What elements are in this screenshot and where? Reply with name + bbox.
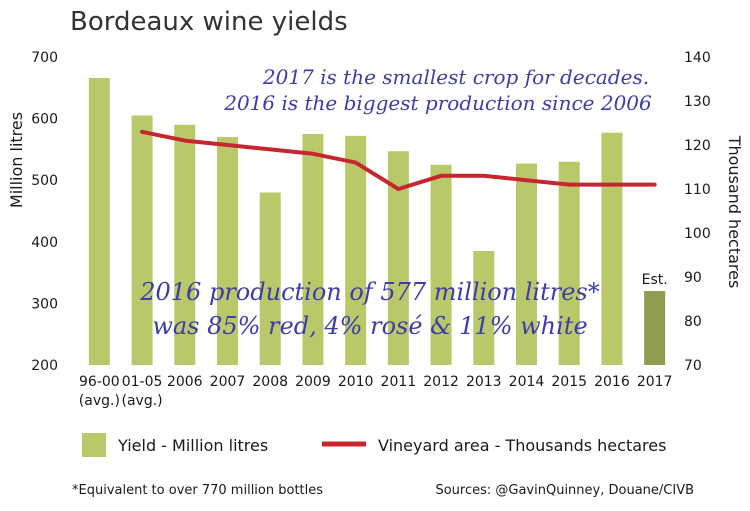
footnote: *Equivalent to over 770 million bottles xyxy=(72,483,323,498)
x-tick-label: 96-00 xyxy=(79,374,120,390)
vineyard-area-line xyxy=(140,129,657,191)
bar-2013 xyxy=(473,251,495,365)
bar-96-00 xyxy=(88,77,110,365)
yield-bars xyxy=(88,77,666,366)
annotation-biggest-production: 2016 is the biggest production since 200… xyxy=(223,91,652,115)
right-tick-label: 130 xyxy=(684,94,711,110)
bar-2015 xyxy=(558,161,580,365)
left-tick-label: 300 xyxy=(31,296,58,312)
x-tick-label: 2009 xyxy=(295,374,331,390)
left-tick-label: 700 xyxy=(31,50,58,66)
right-tick-label: 120 xyxy=(684,138,711,154)
x-tick-label: 2012 xyxy=(423,374,459,390)
x-tick-label: 2013 xyxy=(466,374,502,390)
x-tick-label: 2010 xyxy=(338,374,374,390)
bar-2006 xyxy=(174,124,196,365)
left-axis-label: Million litres xyxy=(7,112,26,208)
x-tick-sublabel: (avg.) xyxy=(122,393,163,409)
legend-area-label: Vineyard area - Thousands hectares xyxy=(378,436,666,455)
bar-2017 xyxy=(644,291,666,365)
left-tick-label: 200 xyxy=(31,358,58,374)
annotation-2016-production: 2016 production of 577 million litres* xyxy=(139,278,600,306)
bar-2014 xyxy=(516,163,537,365)
x-axis-ticks: 96-00(avg.)01-05(avg.)2006 2007 2008 2009 20… xyxy=(79,374,673,409)
x-tick-label: 2014 xyxy=(509,374,545,390)
left-axis-ticks: 200 300 400 500 600 700 xyxy=(31,50,58,374)
x-tick-label: 2007 xyxy=(210,374,246,390)
right-tick-label: 90 xyxy=(684,270,702,286)
left-tick-label: 600 xyxy=(31,112,58,128)
legend-yield-label: Yield - Million litres xyxy=(117,436,268,455)
right-axis-label: Thousand hectares xyxy=(725,135,744,289)
bar-2010 xyxy=(345,135,367,365)
left-tick-label: 400 xyxy=(31,235,58,251)
right-tick-label: 80 xyxy=(684,314,702,330)
estimate-label: Est. xyxy=(642,272,668,288)
legend-yield-swatch xyxy=(82,433,106,457)
bar-2016 xyxy=(601,132,623,365)
right-tick-label: 140 xyxy=(684,50,711,66)
vineyard-area-line-group xyxy=(140,129,657,191)
right-tick-label: 100 xyxy=(684,226,711,242)
x-tick-label: 2015 xyxy=(551,374,587,390)
chart-title: Bordeaux wine yields xyxy=(70,7,348,37)
right-axis-ticks: 70 80 90 100 110 120 130 140 xyxy=(684,50,711,374)
annotation-smallest-crop: 2017 is the smallest crop for decades. xyxy=(262,65,649,89)
left-tick-label: 500 xyxy=(31,173,58,189)
right-tick-label: 110 xyxy=(684,182,711,198)
bar-2007 xyxy=(217,137,238,365)
bar-01-05 xyxy=(131,115,153,366)
bar-2008 xyxy=(259,192,281,365)
bar-2009 xyxy=(302,134,324,365)
source-note: Sources: @GavinQuinney, Douane/CIVB xyxy=(435,483,694,498)
x-tick-label: 2016 xyxy=(594,374,630,390)
x-tick-label: 01-05 xyxy=(122,374,163,390)
x-tick-label: 2008 xyxy=(252,374,288,390)
bar-2011 xyxy=(387,151,409,365)
annotation-2016-composition: was 85% red, 4% rosé & 11% white xyxy=(152,312,587,340)
right-tick-label: 70 xyxy=(684,358,702,374)
x-tick-label: 2017 xyxy=(637,374,673,390)
bar-2012 xyxy=(430,164,452,365)
x-tick-sublabel: (avg.) xyxy=(79,393,120,409)
x-tick-label: 2006 xyxy=(167,374,203,390)
x-tick-label: 2011 xyxy=(381,374,417,390)
